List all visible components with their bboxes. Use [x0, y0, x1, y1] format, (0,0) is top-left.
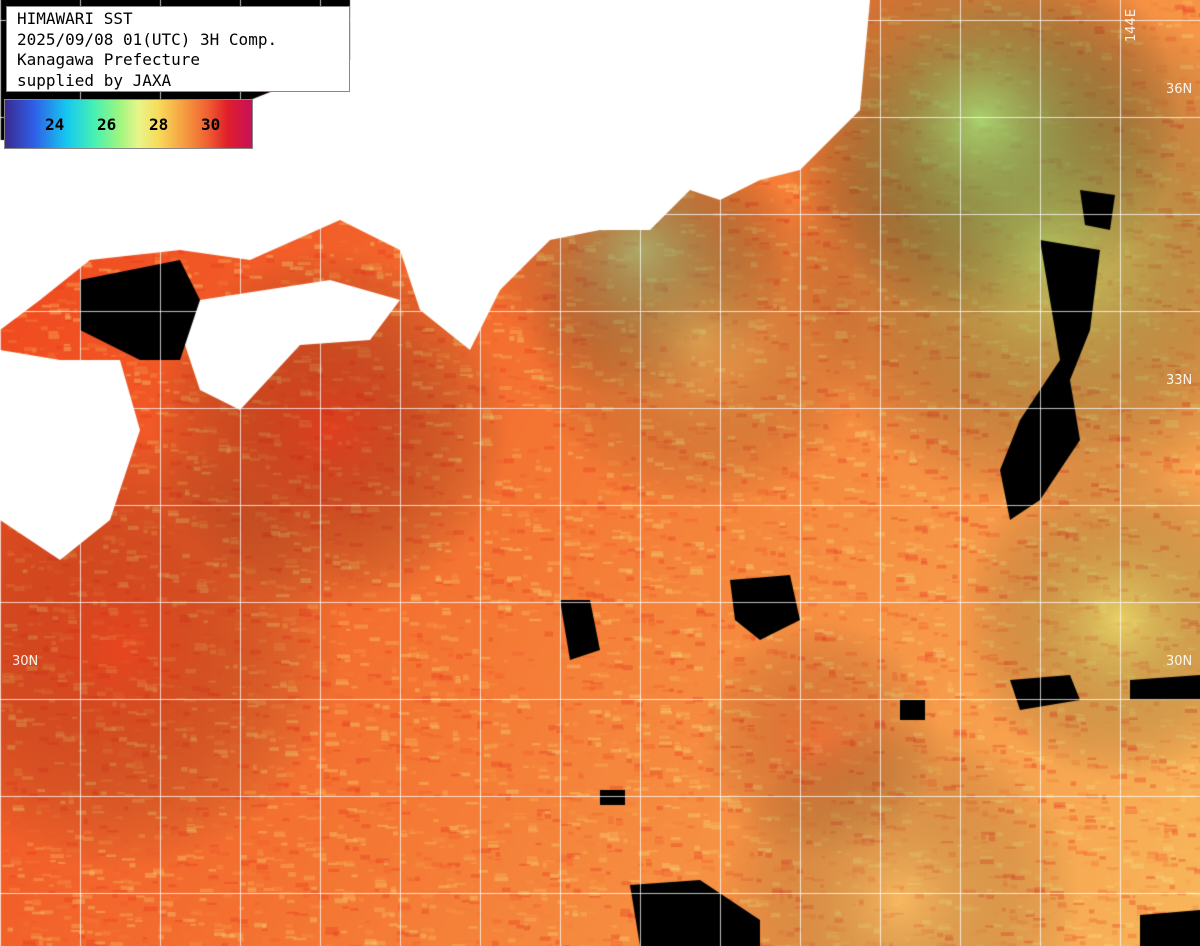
timestamp: 2025/09/08 01(UTC) 3H Comp. [17, 29, 278, 49]
region-label: Kanagawa Prefecture [17, 50, 201, 69]
supplier-label: supplied by JAXA [17, 70, 172, 90]
legend-tick-30: 30 [201, 115, 221, 134]
color-legend: 24 26 28 30 [4, 99, 253, 149]
legend-gradient [5, 100, 252, 148]
info-box: HIMAWARI SST 2025/09/08 01(UTC) 3H Comp.… [6, 6, 350, 92]
legend-tick-24: 24 [45, 115, 65, 134]
legend-tick-26: 26 [97, 115, 117, 134]
legend-tick-28: 28 [149, 115, 169, 134]
product-title: HIMAWARI SST [17, 9, 133, 28]
